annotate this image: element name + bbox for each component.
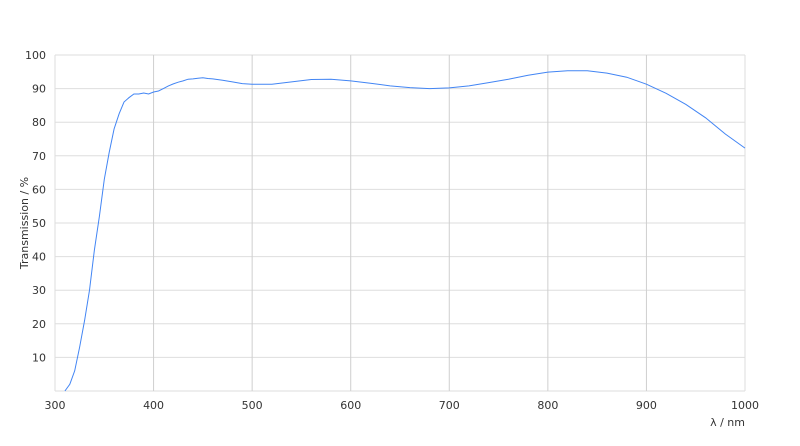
x-tick-label: 500 xyxy=(242,399,263,412)
y-axis-label: Transmission / % xyxy=(18,177,31,270)
x-tick-label: 600 xyxy=(340,399,361,412)
y-tick-label: 50 xyxy=(32,217,46,230)
y-tick-label: 80 xyxy=(32,116,46,129)
x-axis-ticks: 300 400 500 600 700 800 900 1000 xyxy=(45,399,760,412)
y-tick-label: 60 xyxy=(32,183,46,196)
y-tick-label: 40 xyxy=(32,251,46,264)
x-tick-label: 900 xyxy=(636,399,657,412)
y-tick-label: 30 xyxy=(32,284,46,297)
x-tick-label: 400 xyxy=(143,399,164,412)
x-axis-label: λ / nm xyxy=(710,416,745,429)
grid xyxy=(54,54,746,392)
x-tick-label: 1000 xyxy=(731,399,759,412)
y-tick-label: 90 xyxy=(32,83,46,96)
y-tick-label: 10 xyxy=(32,351,46,364)
x-tick-label: 300 xyxy=(45,399,66,412)
x-tick-label: 700 xyxy=(439,399,460,412)
y-tick-label: 20 xyxy=(32,318,46,331)
x-tick-label: 800 xyxy=(537,399,558,412)
transmission-series-line xyxy=(64,70,746,392)
y-tick-label: 100 xyxy=(25,49,46,62)
y-tick-label: 70 xyxy=(32,150,46,163)
y-axis-ticks: 10 20 30 40 50 60 70 80 90 100 xyxy=(25,49,46,364)
